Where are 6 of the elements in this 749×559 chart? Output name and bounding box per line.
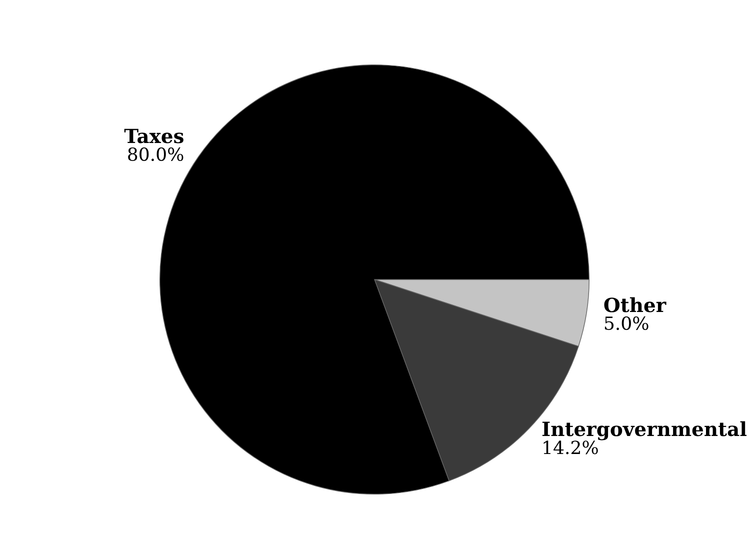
slice-label: Intergovernmental [542,421,747,440]
slice-label: Taxes [124,128,184,144]
data-label: 80.0% [128,147,184,162]
slice-label: Other [604,297,666,312]
data-label: 14.2% [544,440,598,454]
data-label: 5.0% [604,316,648,330]
